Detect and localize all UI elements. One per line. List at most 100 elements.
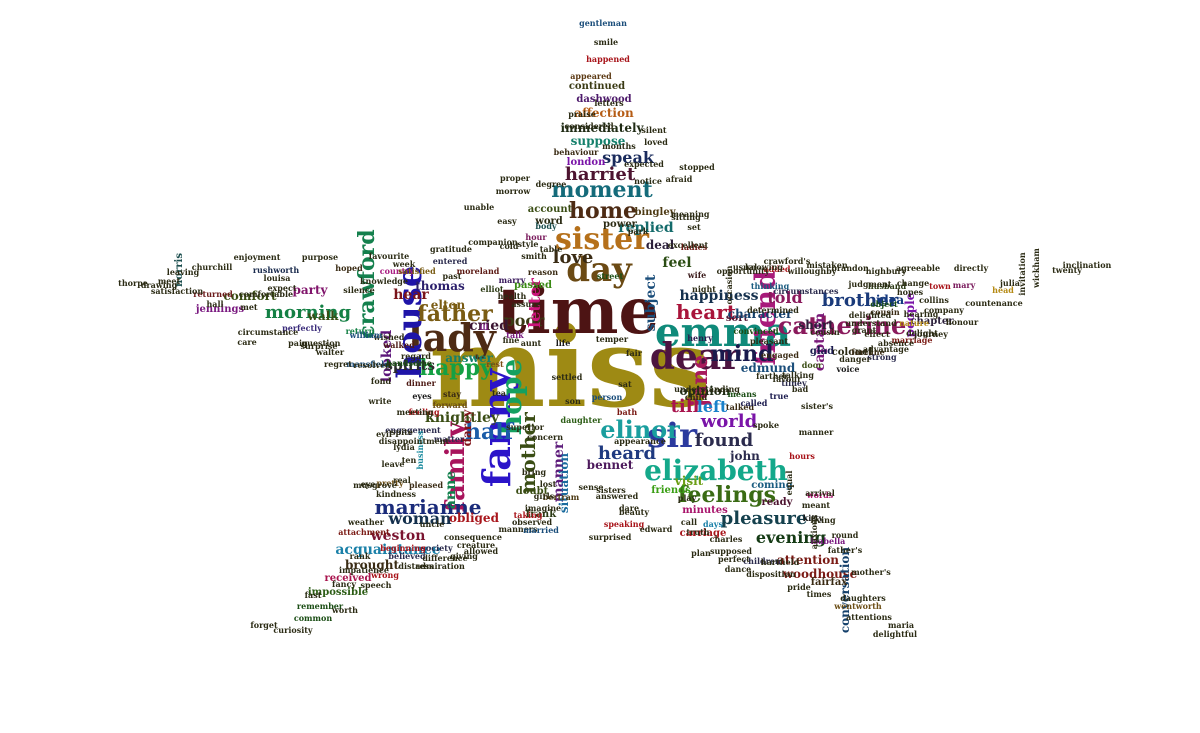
cloud-word: matter (433, 434, 465, 444)
cloud-word: happy (419, 355, 493, 381)
cloud-word: talking (782, 370, 814, 380)
cloud-word: delighted (848, 310, 892, 320)
cloud-word: town (929, 281, 951, 291)
cloud-word: marry (498, 275, 526, 285)
cloud-word: speaking (603, 519, 645, 529)
cloud-word: fortune (851, 347, 885, 357)
cloud-word: attentions (846, 612, 892, 622)
cloud-word: equal (784, 470, 794, 496)
cloud-word: nature (899, 318, 929, 328)
cloud-word: cousin (870, 307, 900, 317)
cloud-word: curiosity (273, 625, 313, 635)
cloud-word: afraid (665, 174, 693, 184)
cloud-word: walked (383, 340, 415, 350)
cloud-word: arrival (805, 488, 835, 498)
cloud-word: john (730, 449, 760, 463)
cloud-word: delightful (872, 629, 918, 639)
cloud-word: knightley (425, 410, 499, 426)
cloud-word: mind (710, 341, 774, 367)
cloud-word: opinion (679, 384, 731, 398)
cloud-word: regard (401, 351, 431, 361)
cloud-word: farther (756, 371, 788, 381)
cloud-word: talk (506, 330, 524, 340)
cloud-word: knowing (744, 262, 784, 272)
cloud-word: rushworth (252, 265, 300, 275)
cloud-word: william (349, 330, 383, 340)
cloud-word: true (769, 391, 789, 401)
cloud-word: call (680, 517, 698, 527)
cloud-word: night (692, 284, 716, 294)
cloud-word: lost (539, 479, 557, 489)
cloud-word: twenty (1052, 265, 1082, 275)
cloud-word: beauty (618, 507, 650, 517)
cloud-word: manner (798, 427, 834, 437)
cloud-word: bennet (586, 458, 634, 472)
cloud-word: pleased (408, 480, 444, 490)
cloud-word: handsome (386, 358, 432, 368)
cloud-word: considered (564, 121, 614, 131)
cloud-word: life (555, 338, 571, 348)
cloud-word: comfortable (238, 289, 294, 299)
cloud-word: children (743, 556, 781, 566)
cloud-word: meet (157, 276, 181, 286)
cloud-word: thorpe (118, 278, 148, 288)
cloud-word: harriet (564, 164, 636, 185)
cloud-word: colonel (831, 347, 873, 358)
cloud-word: perfect (718, 554, 750, 564)
cloud-word: cousin (810, 327, 840, 337)
cloud-word: notice (634, 176, 662, 186)
cloud-word: plan (691, 548, 711, 558)
cloud-word: moreland (456, 266, 500, 276)
cloud-word: spite (391, 427, 413, 437)
cloud-word: ten (401, 455, 417, 465)
cloud-word: silence (343, 285, 375, 295)
cloud-word: perfectly (282, 323, 322, 333)
cloud-word: meant (801, 500, 831, 510)
cloud-word: object (870, 299, 898, 309)
cloud-word: evil (376, 429, 392, 439)
cloud-word: usual (732, 262, 758, 272)
cloud-word: sister (555, 222, 649, 257)
cloud-word: praise (568, 109, 596, 119)
cloud-word: child (684, 392, 708, 402)
cloud-word: collins (919, 295, 949, 305)
cloud-word: means (727, 389, 757, 399)
cloud-word: coming (751, 480, 793, 491)
cloud-word: feelings (678, 482, 776, 508)
cloud-word: beginning (380, 543, 426, 553)
cloud-word: reason (527, 267, 559, 277)
cloud-word: sense (578, 482, 604, 492)
cloud-word: deal (645, 238, 675, 252)
cloud-word: world (700, 411, 758, 432)
cloud-word: jennings (195, 304, 245, 315)
cloud-word: wife (687, 270, 707, 280)
cloud-word: impatience (339, 565, 389, 575)
cloud-word: thinking (750, 281, 790, 291)
cloud-word: woman (388, 509, 452, 528)
cloud-word: favour (772, 374, 802, 384)
cloud-word: person (591, 392, 623, 402)
cloud-word: attachment (338, 527, 390, 537)
cloud-word: answered (595, 491, 639, 501)
cloud-word: sister's (801, 401, 833, 411)
cloud-word: temper (595, 334, 629, 344)
cloud-word: minutes (682, 505, 728, 516)
cloud-word: elton (430, 298, 466, 312)
cloud-word: musgrove (353, 480, 397, 490)
cloud-word: continued (568, 81, 626, 92)
cloud-word: added (763, 264, 791, 274)
cloud-word: wentworth (834, 601, 882, 611)
cloud-word: rank (349, 551, 371, 561)
cloud-word: kitty (802, 513, 824, 523)
cloud-word: return (345, 326, 375, 336)
cloud-word: glad (809, 346, 835, 357)
cloud-word: short (798, 318, 834, 332)
cloud-word: london (566, 157, 606, 168)
cloud-word: superior (506, 422, 544, 432)
cloud-word: character (727, 307, 793, 321)
cloud-word: weston (370, 528, 426, 544)
cloud-word: directly (953, 263, 989, 273)
cloud-word: sisters (596, 485, 626, 495)
cloud-word: effect (864, 329, 890, 339)
cloud-word: till (670, 396, 700, 417)
